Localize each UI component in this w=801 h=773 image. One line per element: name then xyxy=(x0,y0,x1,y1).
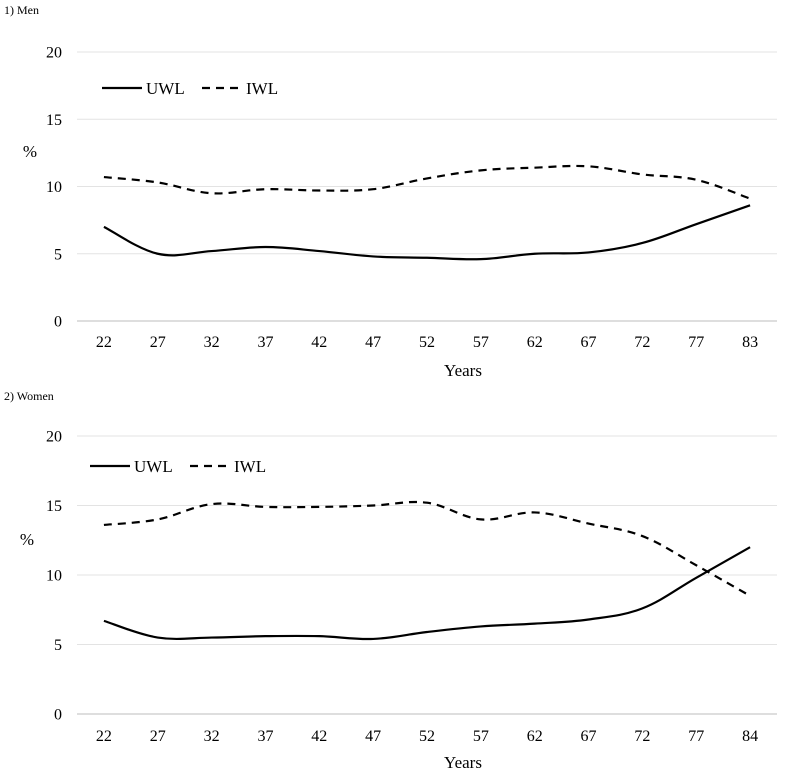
y-tick-label-men-20: 20 xyxy=(46,45,62,62)
x-tick-label-women-77: 77 xyxy=(688,728,704,745)
x-tick-label-men-27: 27 xyxy=(150,334,166,351)
y-axis-unit-women: % xyxy=(20,530,34,549)
x-tick-label-women-42: 42 xyxy=(311,728,327,745)
x-tick-label-men-47: 47 xyxy=(365,334,381,351)
x-tick-label-women-37: 37 xyxy=(257,728,273,745)
legend-label-men-uwl: UWL xyxy=(146,79,185,98)
x-tick-label-men-83: 83 xyxy=(742,334,758,351)
x-tick-label-men-37: 37 xyxy=(257,334,273,351)
y-tick-label-men-5: 5 xyxy=(54,246,62,263)
x-tick-label-women-57: 57 xyxy=(473,728,489,745)
y-tick-label-women-0: 0 xyxy=(54,707,62,724)
y-tick-label-men-10: 10 xyxy=(46,179,62,196)
y-tick-label-men-0: 0 xyxy=(54,314,62,331)
y-axis-unit-men: % xyxy=(23,142,37,161)
x-tick-label-women-22: 22 xyxy=(96,728,112,745)
x-tick-label-women-32: 32 xyxy=(204,728,220,745)
panel-title-men: 1) Men xyxy=(4,3,39,17)
series-line-men-uwl xyxy=(103,204,751,261)
x-tick-label-men-32: 32 xyxy=(204,334,220,351)
y-tick-label-women-20: 20 xyxy=(46,429,62,446)
x-tick-label-men-57: 57 xyxy=(473,334,489,351)
x-tick-label-women-62: 62 xyxy=(527,728,543,745)
x-tick-label-men-22: 22 xyxy=(96,334,112,351)
x-tick-label-men-52: 52 xyxy=(419,334,435,351)
x-tick-label-men-67: 67 xyxy=(581,334,597,351)
x-tick-label-women-84: 84 xyxy=(742,728,758,745)
x-tick-label-women-27: 27 xyxy=(150,728,166,745)
x-tick-label-men-62: 62 xyxy=(527,334,543,351)
x-tick-label-women-52: 52 xyxy=(419,728,435,745)
x-tick-label-women-67: 67 xyxy=(581,728,597,745)
y-tick-label-women-15: 15 xyxy=(46,498,62,515)
x-axis-title-men: Years xyxy=(444,361,482,380)
y-tick-label-women-5: 5 xyxy=(54,637,62,654)
x-tick-label-men-72: 72 xyxy=(634,334,650,351)
x-tick-label-men-42: 42 xyxy=(311,334,327,351)
x-tick-label-women-47: 47 xyxy=(365,728,381,745)
y-tick-label-men-15: 15 xyxy=(46,112,62,129)
panel-title-women: 2) Women xyxy=(4,389,54,403)
series-line-women-uwl xyxy=(103,546,751,641)
series-line-women-iwl xyxy=(103,500,751,597)
legend-label-women-uwl: UWL xyxy=(134,457,173,476)
x-tick-label-men-77: 77 xyxy=(688,334,704,351)
legend-label-men-iwl: IWL xyxy=(246,79,278,98)
y-tick-label-women-10: 10 xyxy=(46,568,62,585)
series-line-men-iwl xyxy=(103,164,751,200)
x-axis-title-women: Years xyxy=(444,753,482,772)
legend-label-women-iwl: IWL xyxy=(234,457,266,476)
x-tick-label-women-72: 72 xyxy=(634,728,650,745)
